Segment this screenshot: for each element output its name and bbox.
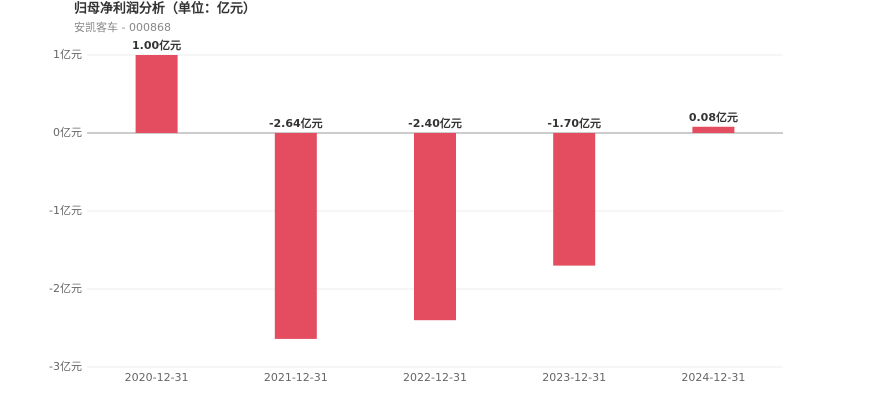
x-tick-label: 2020-12-31: [125, 371, 189, 384]
value-label: 1.00亿元: [132, 38, 181, 52]
value-label: 0.08亿元: [689, 110, 738, 124]
y-tick-label: -3亿元: [49, 360, 82, 373]
y-tick-label: 1亿元: [53, 48, 82, 61]
bar: [414, 133, 456, 321]
y-tick-label: -2亿元: [49, 282, 82, 295]
value-label: -1.70亿元: [547, 116, 601, 130]
bar: [553, 133, 596, 266]
y-tick-label: -1亿元: [49, 204, 82, 217]
x-tick-label: 2024-12-31: [681, 371, 745, 384]
value-label: -2.40亿元: [408, 116, 462, 130]
x-tick-label: 2022-12-31: [403, 371, 467, 384]
x-tick-label: 2021-12-31: [264, 371, 328, 384]
chart-subtitle: 安凯客车 - 000868: [74, 20, 171, 34]
bar: [692, 126, 735, 133]
x-tick-label: 2023-12-31: [542, 371, 606, 384]
chart-title: 归母净利润分析（单位：亿元）: [74, 1, 256, 17]
bar: [274, 133, 317, 339]
value-label: -2.64亿元: [269, 116, 323, 130]
bar: [135, 55, 178, 133]
y-tick-label: 0亿元: [53, 126, 82, 139]
